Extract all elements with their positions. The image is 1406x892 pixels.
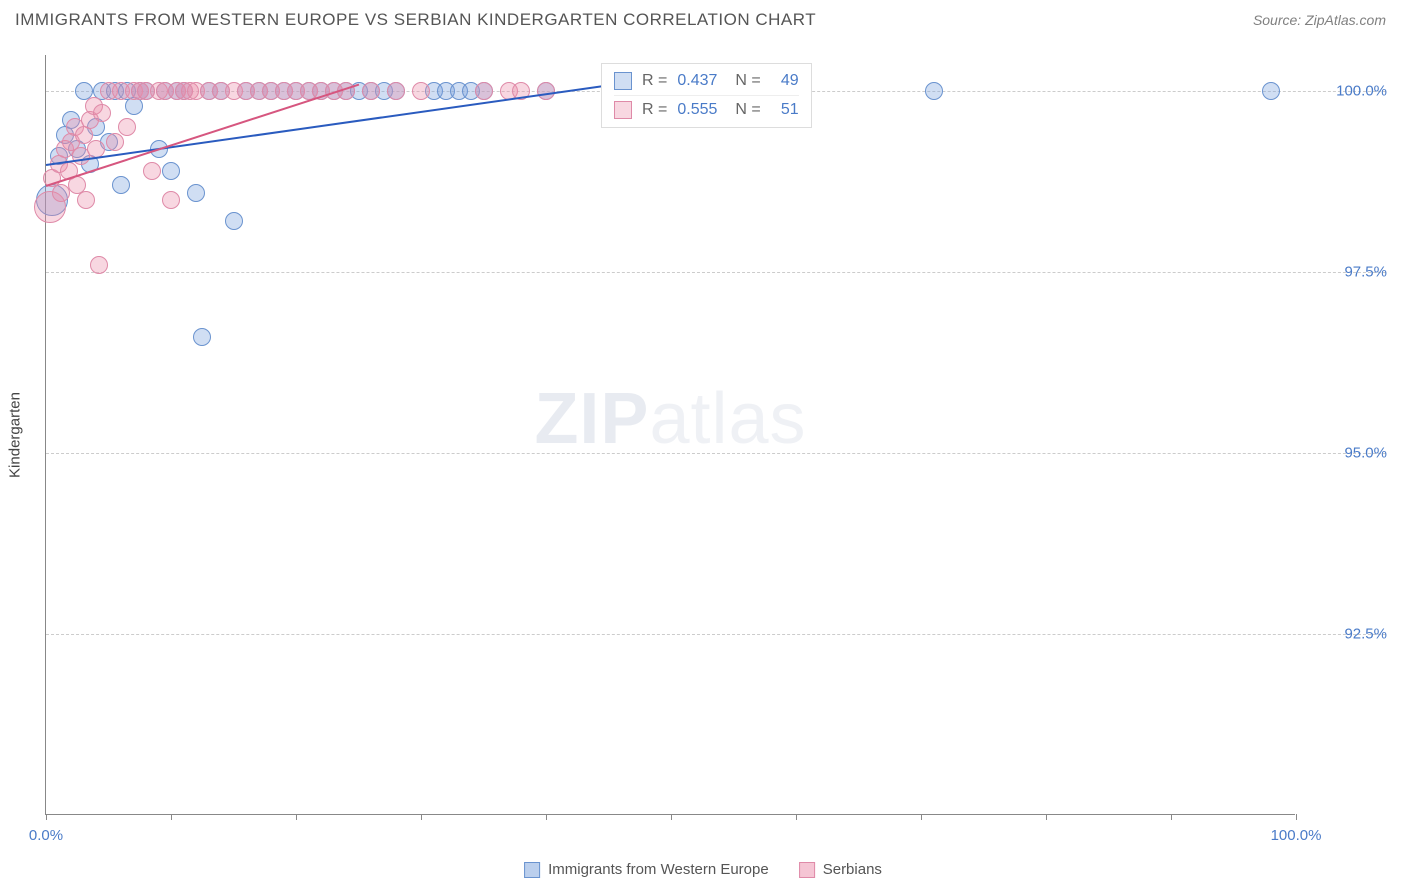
grid-line xyxy=(46,634,1386,635)
scatter-point xyxy=(193,328,211,346)
x-tick xyxy=(296,814,297,820)
y-tick-label: 95.0% xyxy=(1307,445,1387,462)
legend-item: Immigrants from Western Europe xyxy=(524,861,769,878)
scatter-point xyxy=(412,82,430,100)
legend-swatch xyxy=(799,862,815,878)
stats-legend: R = 0.437 N = 49 R = 0.555 N = 51 xyxy=(601,63,812,128)
source-attribution: Source: ZipAtlas.com xyxy=(1253,12,1386,28)
grid-line xyxy=(46,453,1386,454)
x-tick xyxy=(171,814,172,820)
x-tick xyxy=(1171,814,1172,820)
stat-r-label: R = xyxy=(642,72,667,90)
scatter-point xyxy=(93,104,111,122)
stat-n-label: N = xyxy=(735,72,760,90)
scatter-point xyxy=(187,184,205,202)
stats-row: R = 0.437 N = 49 xyxy=(614,70,799,92)
legend-label: Serbians xyxy=(823,861,882,878)
stats-row: R = 0.555 N = 51 xyxy=(614,95,799,121)
scatter-point xyxy=(1262,82,1280,100)
x-tick xyxy=(46,814,47,820)
watermark-zip: ZIP xyxy=(534,379,649,459)
scatter-point xyxy=(106,133,124,151)
x-tick xyxy=(421,814,422,820)
x-tick-label: 0.0% xyxy=(29,827,63,844)
chart-title: IMMIGRANTS FROM WESTERN EUROPE VS SERBIA… xyxy=(15,10,816,30)
x-tick xyxy=(671,814,672,820)
stat-r-value: 0.437 xyxy=(677,72,725,90)
chart-header: IMMIGRANTS FROM WESTERN EUROPE VS SERBIA… xyxy=(0,0,1406,38)
x-tick-label: 100.0% xyxy=(1271,827,1322,844)
x-tick xyxy=(546,814,547,820)
scatter-point xyxy=(362,82,380,100)
legend-item: Serbians xyxy=(799,861,882,878)
scatter-point xyxy=(925,82,943,100)
stat-n-value: 51 xyxy=(771,101,799,119)
scatter-point xyxy=(387,82,405,100)
scatter-point xyxy=(225,212,243,230)
y-axis-title: Kindergarten xyxy=(7,392,24,478)
stat-r-label: R = xyxy=(642,101,667,119)
stat-n-label: N = xyxy=(735,101,760,119)
chart-container: Kindergarten ZIPatlas 92.5%95.0%97.5%100… xyxy=(45,55,1390,815)
scatter-point xyxy=(90,256,108,274)
y-tick-label: 100.0% xyxy=(1307,83,1387,100)
legend-label: Immigrants from Western Europe xyxy=(548,861,769,878)
plot-area: ZIPatlas 92.5%95.0%97.5%100.0%0.0%100.0%… xyxy=(45,55,1295,815)
bottom-legend: Immigrants from Western Europe Serbians xyxy=(524,861,882,878)
y-tick-label: 97.5% xyxy=(1307,264,1387,281)
scatter-point xyxy=(475,82,493,100)
x-tick xyxy=(921,814,922,820)
x-tick xyxy=(796,814,797,820)
legend-swatch xyxy=(614,101,632,119)
stat-r-value: 0.555 xyxy=(677,101,725,119)
scatter-point xyxy=(143,162,161,180)
x-tick xyxy=(1296,814,1297,820)
legend-swatch xyxy=(524,862,540,878)
scatter-point xyxy=(77,191,95,209)
legend-swatch xyxy=(614,72,632,90)
watermark-atlas: atlas xyxy=(649,379,806,459)
scatter-point xyxy=(112,176,130,194)
x-tick xyxy=(1046,814,1047,820)
scatter-point xyxy=(52,184,70,202)
y-tick-label: 92.5% xyxy=(1307,626,1387,643)
scatter-point xyxy=(118,118,136,136)
stat-n-value: 49 xyxy=(771,72,799,90)
scatter-point xyxy=(162,162,180,180)
scatter-point xyxy=(162,191,180,209)
watermark: ZIPatlas xyxy=(534,378,806,460)
grid-line xyxy=(46,272,1386,273)
